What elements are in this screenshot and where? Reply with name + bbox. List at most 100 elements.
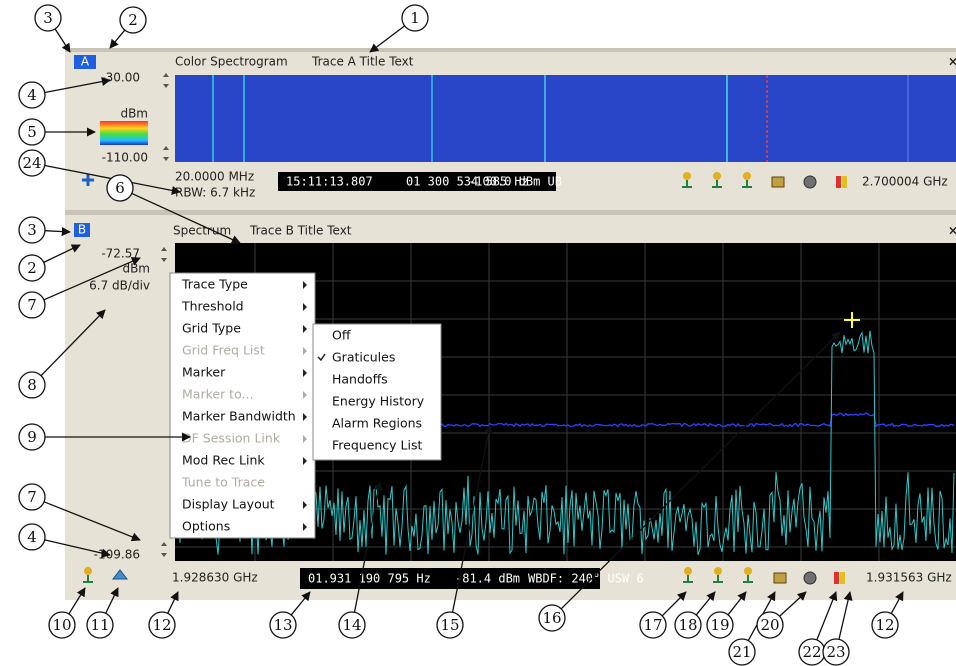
callout-number: 1: [410, 9, 420, 27]
b-status-df: WBDF: 240° USW 6: [528, 572, 644, 586]
menu-item[interactable]: Threshold: [181, 299, 244, 314]
icon[interactable]: [83, 581, 93, 583]
menu-item[interactable]: Grid Type: [182, 321, 241, 336]
icon[interactable]: [714, 567, 722, 575]
icon[interactable]: [742, 186, 752, 188]
icon[interactable]: [713, 581, 723, 583]
callout-number: 4: [27, 86, 37, 104]
icon[interactable]: [804, 572, 816, 584]
close-b[interactable]: ×: [948, 224, 956, 238]
b-scale: 6.7 dB/div: [89, 279, 150, 293]
callout-number: 10: [52, 616, 71, 634]
callout-number: 20: [760, 616, 779, 634]
icon[interactable]: [836, 176, 841, 188]
callout-number: 8: [27, 376, 37, 394]
b-start-freq: 1.928630 GHz: [172, 571, 258, 585]
icon[interactable]: [712, 186, 722, 188]
callout-number: 11: [90, 616, 109, 634]
icon[interactable]: [87, 575, 89, 582]
icon[interactable]: [772, 177, 784, 187]
b-ref-top: -72.57: [101, 247, 140, 261]
callout-number: 22: [802, 643, 821, 661]
b-stop-freq: 1.931563 GHz: [866, 571, 952, 585]
icon[interactable]: [840, 572, 845, 584]
icon[interactable]: [744, 567, 752, 575]
panel-b-id: B: [78, 223, 86, 237]
callout-number: 2: [27, 259, 37, 277]
icon[interactable]: [716, 180, 718, 187]
panel-b-title: Trace B Title Text: [249, 224, 352, 238]
submenu-item[interactable]: Handoffs: [332, 372, 388, 387]
screenshot: A Color Spectrogram Trace A Title Text ×…: [0, 0, 956, 666]
menu-item[interactable]: Marker Bandwidth: [182, 409, 296, 424]
menu-item: Marker to...: [182, 387, 253, 402]
callout-number: 2: [128, 11, 138, 29]
callout-number: 17: [643, 616, 662, 634]
a-status-level: -100.0 dBm UB: [468, 175, 562, 189]
menu-item[interactable]: Mod Rec Link: [182, 453, 265, 468]
icon[interactable]: [684, 567, 692, 575]
callout-number: 15: [440, 616, 459, 634]
callout-number: 23: [826, 643, 845, 661]
spectrogram: [175, 75, 956, 162]
icon[interactable]: [746, 180, 748, 187]
a-span: 20.0000 MHz: [175, 170, 254, 184]
a-unit: dBm: [120, 107, 148, 121]
a-rbw: RBW: 6.7 kHz: [175, 186, 255, 200]
callout-number: 3: [43, 9, 53, 27]
icon[interactable]: [834, 572, 839, 584]
color-bar: [100, 121, 148, 145]
menu-item[interactable]: Display Layout: [182, 497, 275, 512]
icon[interactable]: [682, 186, 692, 188]
icon[interactable]: [842, 176, 847, 188]
menu-item[interactable]: Marker: [182, 365, 226, 380]
b-status-level: -81.4 dBm: [455, 572, 520, 586]
callout-number: 6: [115, 179, 125, 197]
submenu-item[interactable]: Alarm Regions: [332, 416, 422, 431]
callout-number: 19: [710, 616, 729, 634]
callout-number: 18: [678, 616, 697, 634]
menu-item[interactable]: Options: [182, 519, 230, 534]
icon[interactable]: [683, 581, 693, 583]
callout-number: 5: [27, 123, 37, 141]
icon[interactable]: [686, 180, 688, 187]
panel-a-view: Color Spectrogram: [175, 55, 288, 69]
callout-number: 4: [27, 528, 37, 546]
menu-item: Tune to Trace: [181, 475, 265, 490]
callout-number: 3: [27, 221, 37, 239]
icon[interactable]: [747, 575, 749, 582]
panel-b-border: [65, 210, 956, 215]
menu-item: Grid Freq List: [182, 343, 265, 358]
panel-a-border: [65, 48, 956, 52]
menu-item[interactable]: Trace Type: [181, 277, 248, 292]
callout-number: 9: [27, 428, 37, 446]
callout-number: 7: [27, 296, 37, 314]
panel-a-title: Trace A Title Text: [311, 55, 414, 69]
icon[interactable]: [774, 573, 786, 583]
close-a[interactable]: ×: [948, 55, 956, 69]
icon[interactable]: [717, 575, 719, 582]
a-center: 2.700004 GHz: [862, 175, 948, 189]
a-status-time: 15:11:13.807: [286, 175, 373, 189]
icon[interactable]: [713, 172, 721, 180]
b-ref-bottom: -109.86: [94, 548, 140, 562]
submenu-item[interactable]: Frequency List: [332, 438, 422, 453]
icon[interactable]: [743, 581, 753, 583]
icon[interactable]: [743, 172, 751, 180]
callout-number: 7: [27, 488, 37, 506]
submenu-item[interactable]: Graticules: [332, 350, 395, 365]
icon[interactable]: [804, 176, 816, 188]
panel-a-id: A: [81, 55, 90, 69]
menu-item: DF Session Link: [182, 431, 281, 446]
b-status-freq: 01.931 190 795 Hz: [308, 572, 431, 586]
icon[interactable]: [687, 575, 689, 582]
icon[interactable]: [683, 172, 691, 180]
callout-number: 24: [22, 154, 41, 172]
submenu-item[interactable]: Off: [332, 328, 351, 343]
callout-number: 14: [342, 616, 361, 634]
icon[interactable]: [84, 567, 92, 575]
callout-number: 16: [542, 609, 561, 627]
submenu-item[interactable]: Energy History: [332, 394, 425, 409]
callout-number: 21: [732, 643, 751, 661]
a-ref-top: -30.00: [101, 71, 140, 85]
